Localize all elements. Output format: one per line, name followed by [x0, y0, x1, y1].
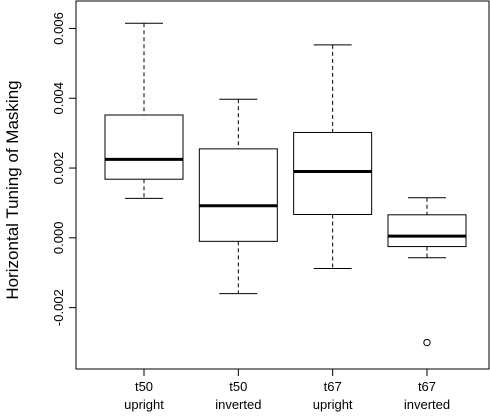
y-tick-label: 0.002 — [51, 152, 66, 185]
box-group — [387, 197, 467, 347]
x-tick-label-line2: inverted — [215, 397, 261, 412]
box-group — [104, 22, 184, 199]
y-axis-title: Horizontal Tuning of Masking — [3, 80, 22, 299]
box-group — [293, 44, 373, 270]
x-tick-label-line2: upright — [313, 397, 353, 412]
box-series — [104, 22, 467, 347]
x-tick-label-line2: upright — [124, 397, 164, 412]
y-tick-label: 0.004 — [51, 82, 66, 115]
x-tick-label-line1: t50 — [229, 379, 247, 394]
iqr-box — [104, 114, 184, 180]
x-tick-label-line2: inverted — [404, 397, 450, 412]
outlier-point — [423, 338, 431, 347]
y-axis: -0.002 0.000 0.002 0.004 0.006 — [51, 12, 76, 326]
box-group — [198, 98, 278, 295]
plot-frame — [75, 0, 490, 370]
x-tick-label-line1: t67 — [324, 379, 342, 394]
y-tick-label: -0.002 — [51, 289, 66, 326]
x-tick-label-line1: t50 — [135, 379, 153, 394]
iqr-box — [198, 148, 278, 242]
x-tick-label-line1: t67 — [418, 379, 436, 394]
iqr-box — [387, 214, 467, 248]
y-tick-label: 0.000 — [51, 222, 66, 255]
x-axis: t50 upright t50 inverted t67 upright t67 invert… — [124, 369, 450, 412]
iqr-box — [293, 131, 373, 215]
y-tick-label: 0.006 — [51, 12, 66, 45]
